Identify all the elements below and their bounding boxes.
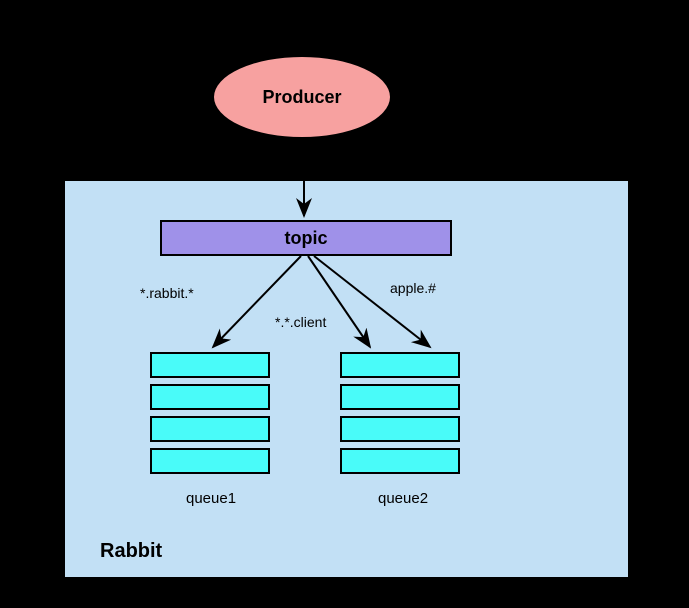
queue2-slot [340,352,460,378]
queue1-slot [150,352,270,378]
queue1-slot [150,416,270,442]
routing-key-middle: *.*.client [275,314,326,330]
queue1-slot [150,448,270,474]
queue2-label: queue2 [378,490,428,507]
routing-key-left: *.rabbit.* [140,285,194,301]
topic-exchange: topic [160,220,452,256]
routing-key-right: apple.# [390,280,436,296]
queue2-slot [340,416,460,442]
queue1-slot [150,384,270,410]
queue2-slot [340,448,460,474]
producer-node: Producer [212,55,392,139]
queue2-slot [340,384,460,410]
queue1-label: queue1 [186,490,236,507]
rabbit-label: Rabbit [100,540,162,563]
